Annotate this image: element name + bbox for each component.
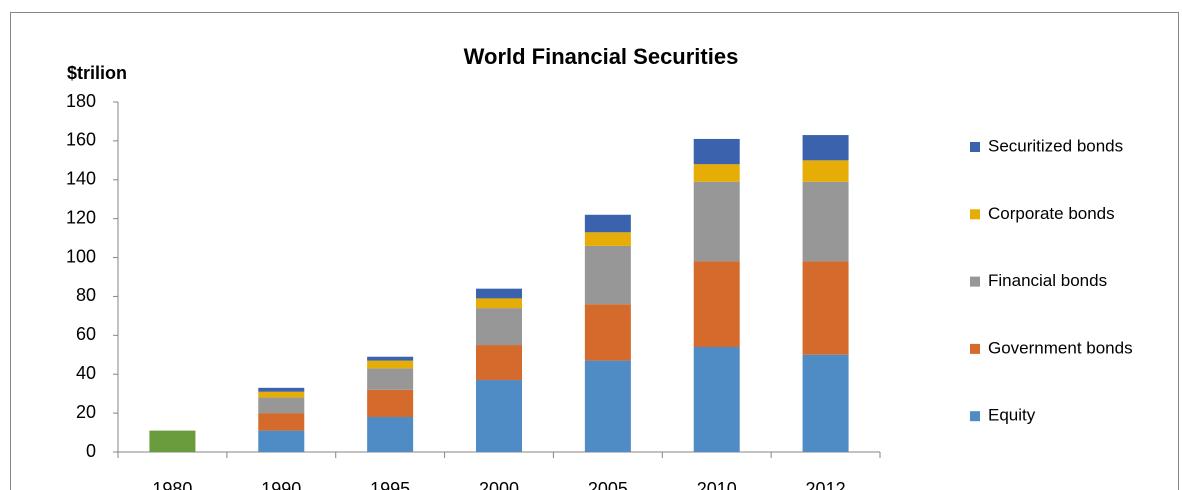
legend-label: Government bonds: [988, 338, 1133, 357]
x-tick-label: 2005: [588, 479, 628, 490]
x-tick-label: 2012: [806, 479, 846, 490]
y-tick-label: 160: [66, 130, 96, 150]
bar-segment: [802, 261, 849, 355]
y-tick-label: 60: [76, 324, 96, 344]
bar-segment: [476, 380, 522, 452]
bar-segment: [258, 413, 305, 431]
x-tick-label: 2000: [479, 479, 519, 490]
legend-label: Financial bonds: [988, 271, 1107, 290]
bar-segment: [367, 356, 414, 361]
bar-segment: [476, 298, 522, 309]
x-tick-label: 1995: [370, 479, 410, 490]
legend-swatch: [970, 411, 980, 422]
y-tick-label: 120: [66, 207, 96, 227]
bar-segment: [802, 354, 849, 452]
legend-swatch: [970, 343, 980, 354]
bar-segment: [693, 181, 740, 262]
y-tick-label: 20: [76, 402, 96, 422]
legend-swatch: [970, 276, 980, 287]
bar-segment: [367, 368, 414, 390]
legend-swatch: [970, 209, 980, 220]
y-tick-label: 180: [66, 91, 96, 111]
bar-segment: [693, 261, 740, 347]
y-tick-label: 40: [76, 363, 96, 383]
bar-segment: [584, 360, 631, 452]
bar-segment: [258, 397, 305, 414]
bar-segment: [258, 430, 305, 452]
bar-segment: [476, 308, 522, 346]
bar-segment: [476, 288, 522, 299]
bar-segment: [584, 232, 631, 246]
bar-segment: [584, 304, 631, 361]
bar-segment: [476, 345, 522, 381]
y-axis-label: $trilion: [67, 63, 127, 83]
bar-segment: [367, 389, 414, 417]
legend-label: Corporate bonds: [988, 204, 1115, 223]
chart-title: World Financial Securities: [464, 44, 739, 69]
y-tick-label: 100: [66, 246, 96, 266]
bar-segment: [367, 360, 414, 369]
x-tick-label: 2010: [697, 479, 737, 490]
bar-segment: [584, 214, 631, 233]
chart-border: [10, 12, 1179, 490]
y-tick-label: 80: [76, 285, 96, 305]
legend-label: Securitized bonds: [988, 136, 1123, 155]
bar-segment: [693, 347, 740, 452]
bar-segment: [802, 135, 849, 161]
legend-label: Equity: [988, 406, 1036, 425]
x-tick-label: 1980: [152, 479, 192, 490]
y-tick-label: 140: [66, 169, 96, 189]
bar-segment: [584, 245, 631, 305]
bar-segment: [367, 417, 414, 452]
bar-segment: [802, 160, 849, 182]
bar-segment: [258, 391, 305, 398]
y-tick-label: 0: [86, 441, 96, 461]
bar-segment: [693, 138, 740, 165]
x-tick-label: 1990: [261, 479, 301, 490]
bar-segment: [149, 430, 196, 452]
bar-segment: [258, 387, 305, 392]
bar-segment: [802, 181, 849, 262]
legend-swatch: [970, 142, 980, 152]
bar-segment: [693, 164, 740, 182]
